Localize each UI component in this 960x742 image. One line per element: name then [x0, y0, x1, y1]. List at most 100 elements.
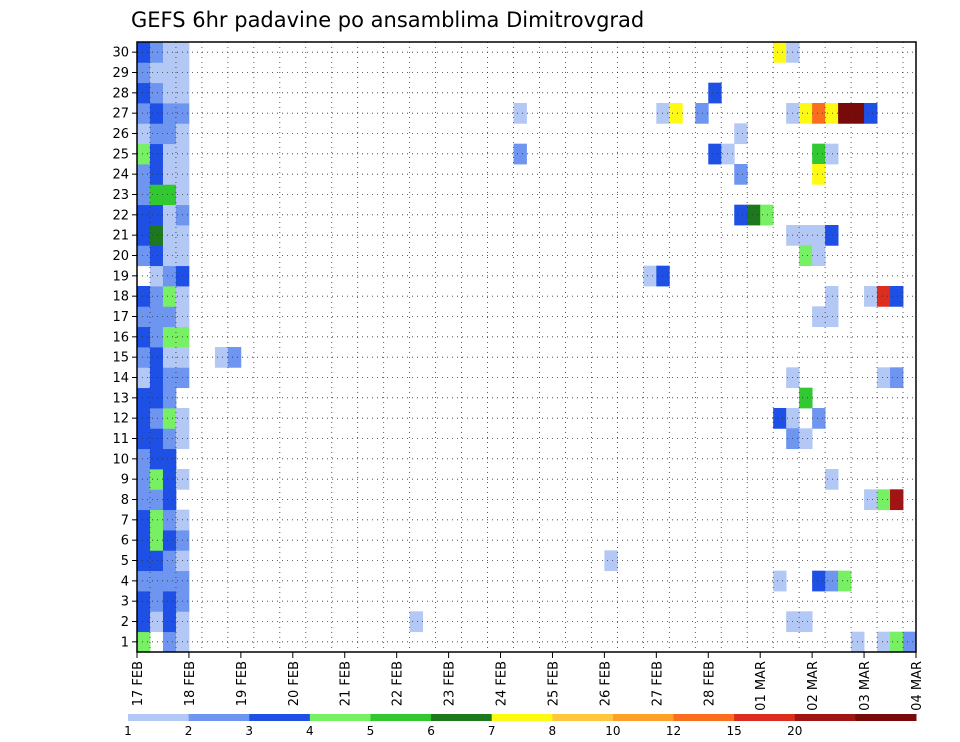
heatmap-cell [734, 164, 748, 185]
heatmap-cell [812, 306, 826, 328]
heatmap-cell [162, 611, 177, 633]
heatmap-cell [864, 103, 878, 124]
heatmap-cell [838, 103, 852, 124]
heatmap-cell [812, 570, 826, 592]
heatmap-cell [162, 265, 177, 287]
colorbar-segment [794, 714, 856, 721]
y-tick-label: 15 [112, 351, 129, 366]
colorbar-label: 7 [488, 724, 496, 738]
colorbar-label: 6 [427, 724, 435, 738]
heatmap-cell [162, 631, 177, 653]
heatmap-cell [137, 204, 151, 226]
heatmap-cell [773, 570, 787, 592]
heatmap-cell [890, 286, 904, 307]
heatmap-cell [137, 286, 151, 307]
heatmap-cell [799, 225, 813, 246]
x-tick-label: 28 FEB [702, 661, 717, 706]
colorbar-segment [309, 714, 371, 721]
y-tick-label: 4 [121, 574, 129, 589]
colorbar-label: 20 [787, 724, 802, 738]
heatmap-cell [214, 347, 229, 368]
heatmap-cell [162, 367, 177, 389]
heatmap-cell [149, 143, 164, 165]
colorbar-segment [734, 714, 796, 721]
heatmap-cell [513, 143, 527, 165]
grid-lines [137, 42, 916, 652]
heatmap-cell [149, 428, 164, 450]
heatmap-cell [137, 184, 151, 206]
colorbar-segment [249, 714, 311, 721]
heatmap-cell [162, 123, 177, 145]
heatmap-cell [162, 143, 177, 165]
y-tick-label: 8 [121, 493, 129, 508]
chart-title: GEFS 6hr padavine po ansamblima Dimitrov… [131, 8, 644, 32]
heatmap-cell [825, 570, 839, 592]
heatmap-cell [825, 103, 839, 124]
x-tick-label: 01 MAR [754, 661, 769, 711]
colorbar-segment [612, 714, 675, 721]
x-tick-label: 04 MAR [910, 661, 925, 711]
heatmap-cell [162, 448, 177, 470]
x-tick-label: 24 FEB [495, 661, 510, 706]
heatmap-cell [799, 428, 813, 450]
y-tick-label: 23 [112, 188, 129, 203]
y-tick-label: 13 [112, 391, 129, 406]
heatmap-cell [137, 428, 151, 450]
colorbar-label: 2 [185, 724, 193, 738]
colorbar-segment [552, 714, 614, 721]
y-tick-label: 29 [112, 66, 129, 81]
heatmap-cell [149, 286, 164, 307]
heatmap-cell [825, 286, 839, 307]
heatmap-cell [864, 286, 878, 307]
colorbar-segment [128, 714, 190, 721]
heatmap-cell [799, 245, 813, 267]
heatmap-cell [137, 225, 151, 246]
y-tick-label: 22 [112, 208, 129, 223]
y-tick-label: 17 [112, 310, 129, 325]
heatmap-cell [149, 387, 164, 409]
heatmap-cell [890, 367, 904, 389]
x-tick-label: 26 FEB [598, 661, 613, 706]
heatmap-cell [137, 82, 151, 104]
colorbar-label: 3 [245, 724, 253, 738]
colorbar-segment [431, 714, 493, 721]
heatmap-cell [162, 550, 177, 572]
y-tick-label: 1 [121, 635, 129, 650]
heatmap-cell [604, 550, 618, 572]
heatmap-cell [799, 387, 813, 409]
heatmap-cell [877, 367, 891, 389]
heatmap-cell [149, 591, 164, 612]
heatmap-cell [734, 123, 748, 145]
heatmap-cell [137, 245, 151, 267]
heatmap-cells [137, 42, 917, 653]
heatmap-cell [773, 42, 787, 63]
heatmap-cell [149, 62, 164, 84]
y-tick-label: 6 [121, 534, 129, 549]
heatmap-cell [825, 306, 839, 328]
heatmap-cell [162, 469, 177, 490]
y-tick-label: 2 [121, 615, 129, 630]
y-axis: 1234567891011121314151617181920212223242… [112, 46, 137, 650]
heatmap-cell [137, 591, 151, 612]
heatmap-cell [162, 306, 177, 328]
heatmap-cell [137, 489, 151, 511]
heatmap-cell [747, 204, 761, 226]
heatmap-cell [149, 245, 164, 267]
heatmap-cell [812, 245, 826, 267]
heatmap-cell [643, 265, 657, 287]
heatmap-cell [137, 164, 151, 185]
heatmap-cell [799, 103, 813, 124]
colorbar-label: 5 [367, 724, 375, 738]
y-tick-label: 24 [112, 168, 129, 183]
colorbar-label: 8 [548, 724, 556, 738]
heatmap-cell [162, 245, 177, 267]
heatmap-cell [734, 204, 748, 226]
y-tick-label: 18 [112, 290, 129, 305]
y-tick-label: 26 [112, 127, 129, 142]
heatmap-cell [760, 204, 774, 226]
heatmap-cell [669, 103, 683, 124]
heatmap-cell [137, 62, 151, 84]
heatmap-cell [162, 428, 177, 450]
heatmap-cell [149, 509, 164, 531]
